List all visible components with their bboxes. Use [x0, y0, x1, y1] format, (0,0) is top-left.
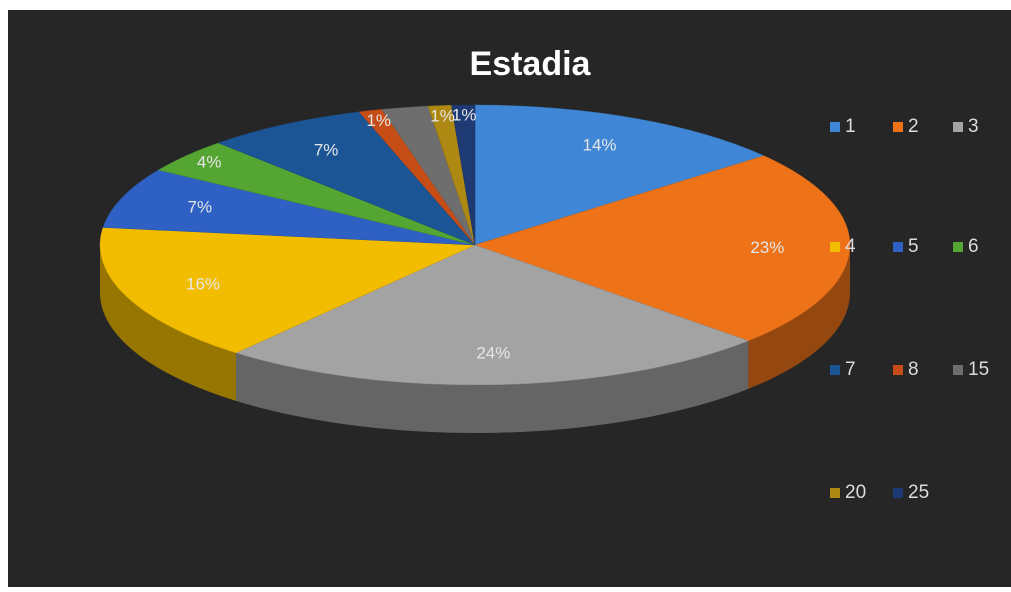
legend-swatch: [953, 365, 963, 375]
legend-label: 4: [845, 236, 856, 257]
legend-swatch: [893, 488, 903, 498]
slice-side: [100, 245, 236, 401]
slice: [235, 244, 750, 386]
legend-label: 3: [968, 116, 979, 137]
data-label: 23%: [750, 238, 784, 257]
data-label: 24%: [476, 343, 510, 362]
legend-label: 25: [908, 482, 929, 503]
slice: [217, 111, 476, 246]
slice-side: [235, 340, 749, 434]
data-label: 14%: [583, 136, 617, 155]
data-label: 1%: [366, 111, 391, 130]
legend-swatch: [830, 365, 840, 375]
data-label: 4%: [197, 152, 222, 171]
data-label: 16%: [186, 275, 220, 294]
slice: [474, 104, 765, 246]
legend-swatch: [953, 242, 963, 252]
legend-swatch: [953, 122, 963, 132]
data-label: 7%: [314, 140, 339, 159]
legend-label: 2: [908, 116, 919, 137]
slice: [474, 155, 851, 342]
slice: [451, 104, 476, 246]
legend-label: 6: [968, 236, 979, 257]
data-label: 7%: [188, 197, 213, 216]
legend-swatch: [830, 488, 840, 498]
legend-swatch: [893, 365, 903, 375]
slice-side: [748, 245, 850, 389]
legend-swatch: [830, 122, 840, 132]
legend-swatch: [830, 242, 840, 252]
slice: [99, 227, 476, 354]
legend-label: 1: [845, 116, 856, 137]
legend-swatch: [893, 242, 903, 252]
slice: [102, 169, 476, 246]
legend-label: 7: [845, 359, 856, 380]
data-label: 1%: [430, 106, 455, 125]
legend-label: 8: [908, 359, 919, 380]
legend-label: 5: [908, 236, 919, 257]
chart-title: Estadia: [470, 45, 592, 83]
legend-label: 15: [968, 359, 989, 380]
data-label: 1%: [452, 106, 477, 125]
legend-label: 20: [845, 482, 866, 503]
legend-swatch: [893, 122, 903, 132]
